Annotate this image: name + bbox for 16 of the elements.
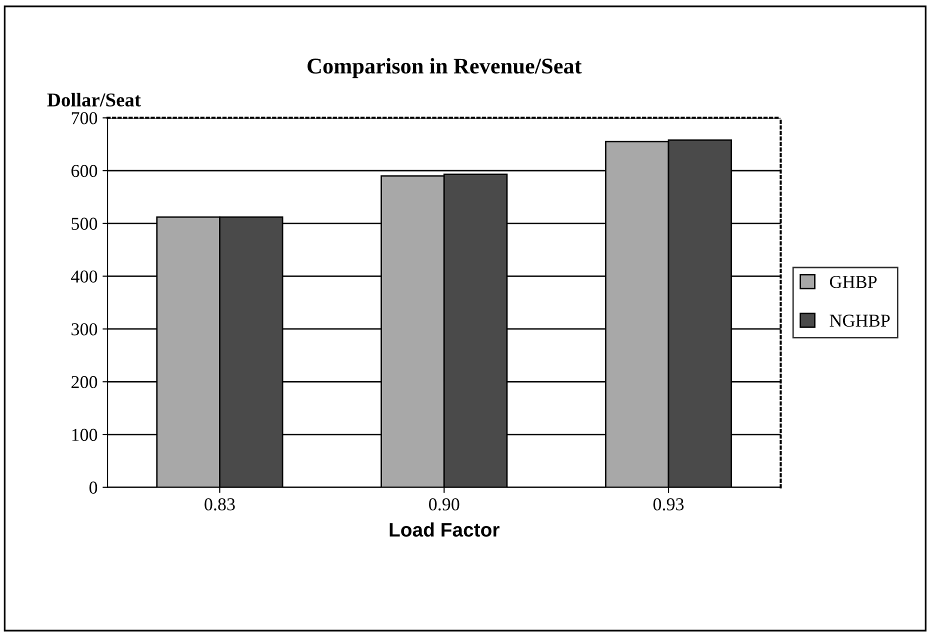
y-tick-label: 200 <box>72 376 98 388</box>
y-tick-label: 600 <box>71 164 98 178</box>
chart-title: Comparison in Revenue/Seat <box>308 58 582 78</box>
legend-label: NGHBP <box>830 314 890 327</box>
x-axis-title: Load Factor <box>390 522 500 537</box>
y-tick-label: 0 <box>89 482 98 494</box>
y-tick-label: 500 <box>72 218 98 230</box>
y-tick-label: 700 <box>72 112 98 124</box>
y-tick-label: 100 <box>72 428 98 441</box>
y-axis-title: Dollar/Seat <box>47 92 141 107</box>
y-tick-label: 400 <box>71 270 98 283</box>
x-tick-label: 0.90 <box>429 498 460 511</box>
legend-label: GHBP <box>830 276 877 288</box>
x-tick-label: 0.83 <box>204 498 235 511</box>
y-tick-label: 300 <box>72 323 98 336</box>
x-tick-label: 0.93 <box>653 498 684 511</box>
